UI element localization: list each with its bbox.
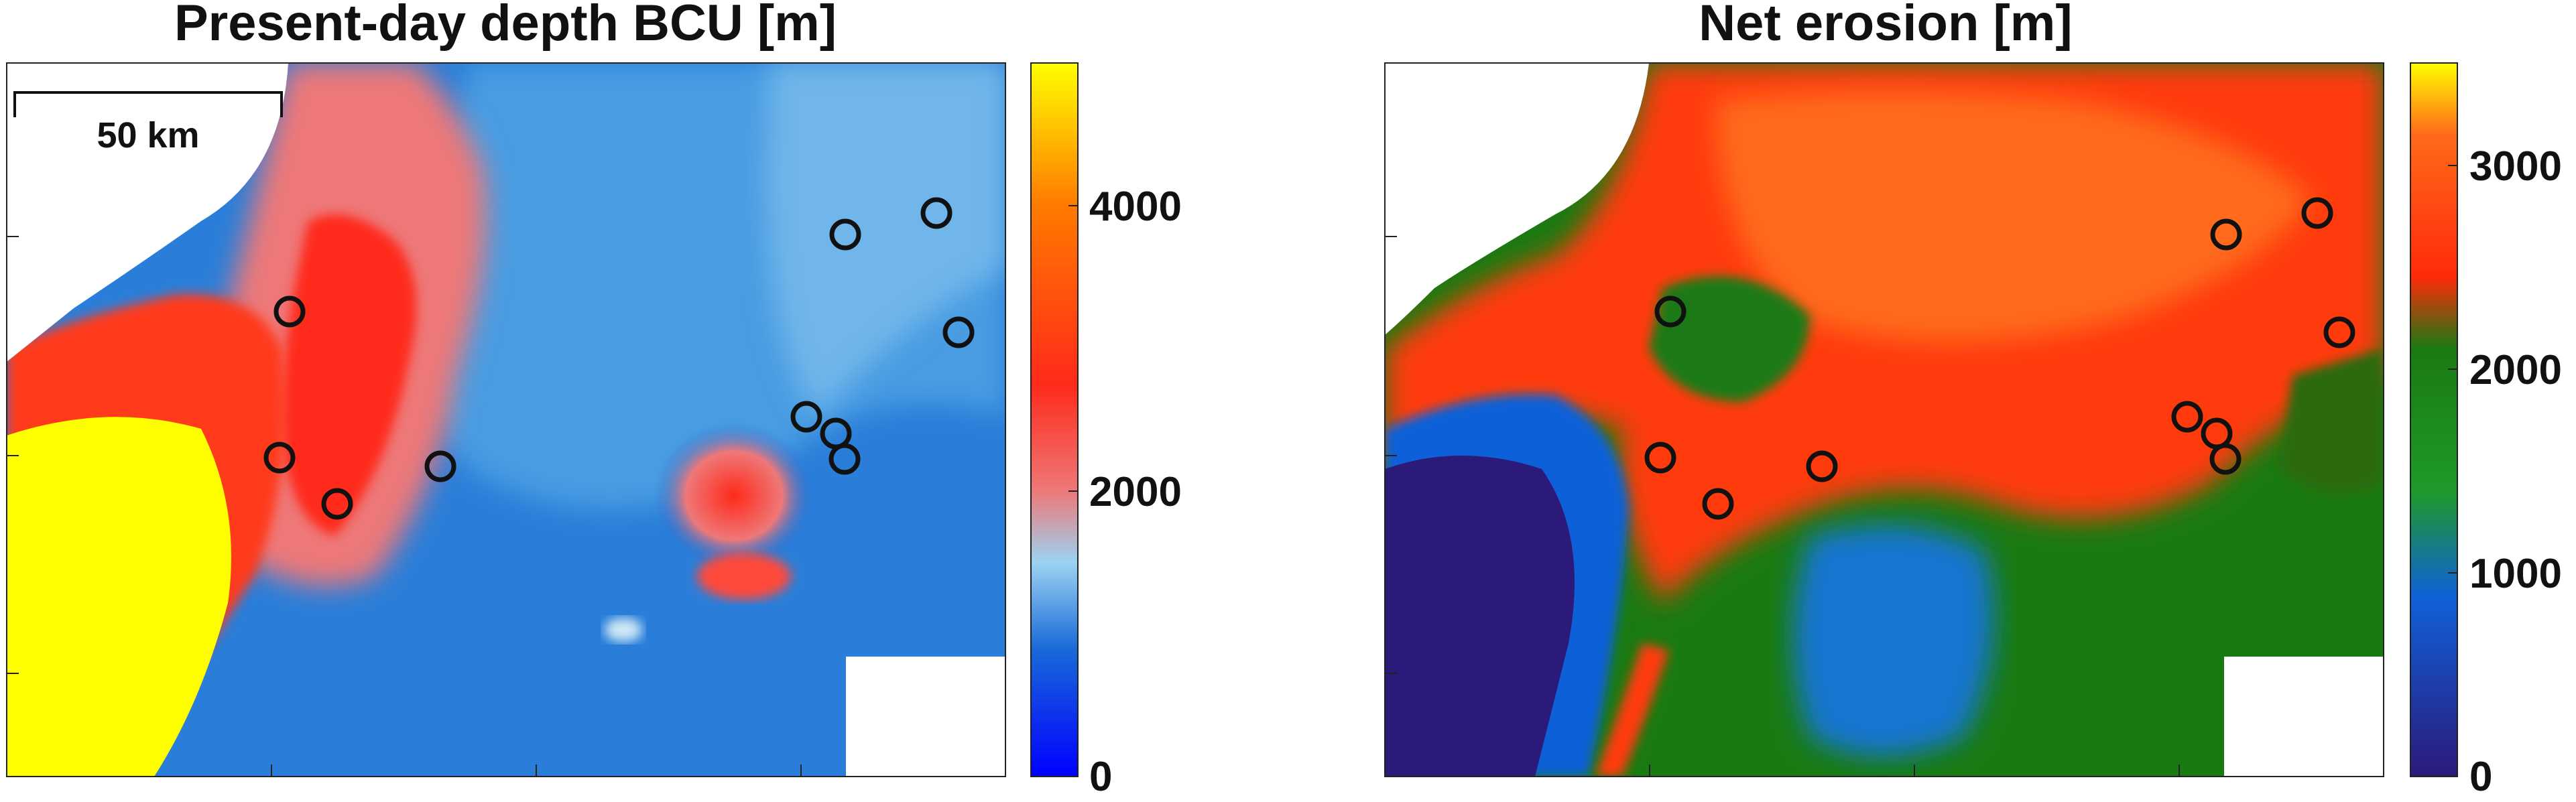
- left-colorbar: 0 2000 4000: [1030, 62, 1182, 800]
- scale-bar-label: 50 km: [97, 115, 199, 155]
- well-marker: [829, 218, 861, 251]
- well-marker: [424, 450, 456, 482]
- left-colorbar-tick-0: 0: [1089, 754, 1112, 800]
- left-well-markers: [263, 197, 975, 520]
- well-marker: [1702, 488, 1734, 520]
- well-marker: [263, 442, 296, 474]
- well-marker: [2209, 443, 2242, 475]
- left-map-frame: [6, 62, 1006, 777]
- well-marker: [1644, 442, 1676, 474]
- left-map: [7, 63, 1005, 777]
- well-marker: [2210, 218, 2242, 251]
- right-colorbar-tick-0: 0: [2469, 754, 2492, 800]
- well-marker: [790, 401, 822, 433]
- well-marker: [2171, 401, 2203, 433]
- left-colorbar-tick-4000: 4000: [1089, 184, 1182, 230]
- right-map-ticks: [1385, 236, 2180, 777]
- right-colorbar: 0 1000 2000 3000: [2410, 62, 2562, 800]
- right-map-frame: [1384, 62, 2384, 777]
- right-colorbar-tick-2000: 2000: [2469, 347, 2562, 393]
- well-marker: [2301, 197, 2333, 229]
- right-panel-title: Net erosion [m]: [1699, 0, 2072, 52]
- right-well-markers: [1644, 197, 2355, 520]
- well-marker: [1654, 295, 1686, 328]
- right-map: [1385, 63, 2384, 777]
- well-marker: [829, 443, 861, 475]
- right-colorbar-tick-3000: 3000: [2469, 143, 2562, 190]
- well-marker: [920, 197, 953, 229]
- well-marker: [1806, 450, 1838, 482]
- well-marker: [273, 295, 306, 328]
- left-panel-title: Present-day depth BCU [m]: [174, 0, 837, 52]
- well-marker: [2323, 316, 2355, 348]
- well-marker: [321, 488, 353, 520]
- right-colorbar-tick-1000: 1000: [2469, 551, 2562, 597]
- left-map-ticks: [7, 236, 802, 777]
- scale-bar: 50 km: [13, 91, 283, 155]
- left-colorbar-tick-2000: 2000: [1089, 469, 1182, 515]
- well-marker: [942, 316, 975, 348]
